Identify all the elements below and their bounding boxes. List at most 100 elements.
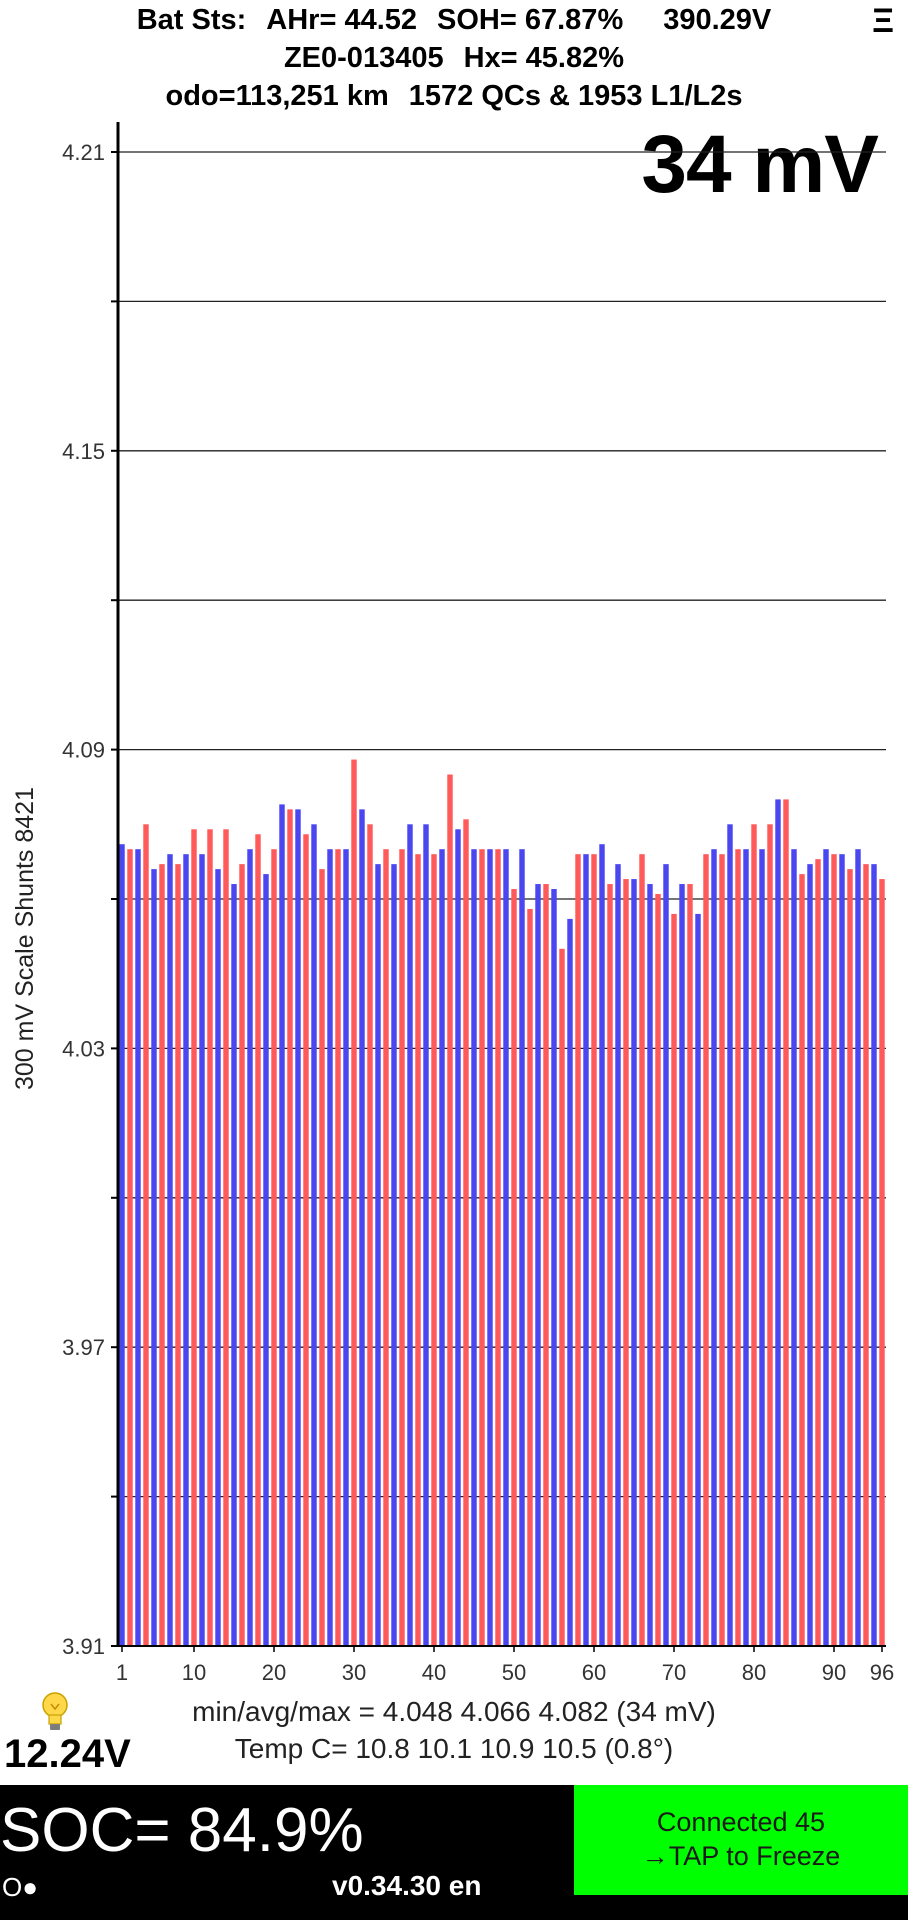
cell-bar bbox=[231, 884, 237, 1646]
cell-bar bbox=[695, 913, 701, 1646]
cell-bar bbox=[327, 849, 333, 1646]
x-tick-label: 96 bbox=[870, 1660, 894, 1685]
cell-bar bbox=[519, 849, 525, 1646]
y-tick-label: 3.91 bbox=[62, 1634, 105, 1659]
cell-bar bbox=[679, 884, 685, 1646]
cell-bar bbox=[487, 849, 493, 1646]
app-version: v0.34.30 en bbox=[332, 1870, 482, 1901]
cell-bar bbox=[783, 799, 789, 1646]
cell-bar bbox=[391, 864, 397, 1646]
cell-bar bbox=[279, 804, 285, 1646]
cell-bar bbox=[751, 824, 757, 1646]
cell-bar bbox=[639, 854, 645, 1646]
y-tick-label: 4.21 bbox=[62, 140, 105, 165]
cell-bar bbox=[575, 854, 581, 1646]
cell-bar bbox=[247, 849, 253, 1646]
cell-bar bbox=[839, 854, 845, 1646]
cell-bar bbox=[463, 819, 469, 1646]
cell-bar bbox=[303, 834, 309, 1646]
x-tick-label: 80 bbox=[742, 1660, 766, 1685]
cell-bar bbox=[343, 849, 349, 1646]
cell-bar bbox=[135, 849, 141, 1646]
cell-bar bbox=[407, 824, 413, 1646]
cell-bar bbox=[743, 849, 749, 1646]
cell-bar bbox=[671, 913, 677, 1646]
cell-bar bbox=[495, 849, 501, 1646]
cell-bar bbox=[735, 849, 741, 1646]
cell-bar bbox=[583, 854, 589, 1646]
cell-bar bbox=[503, 849, 509, 1646]
x-tick-label: 30 bbox=[342, 1660, 366, 1685]
min-avg-max-stats: min/avg/max = 4.048 4.066 4.082 (34 mV) bbox=[192, 1696, 716, 1727]
y-axis-label: 300 mV Scale Shunts 8421 bbox=[11, 787, 39, 1090]
cell-bar bbox=[455, 829, 461, 1646]
temperature-stats: Temp C= 10.8 10.1 10.9 10.5 (0.8°) bbox=[234, 1733, 674, 1764]
battery-status-line: Bat Sts: AHr= 44.52 SOH= 67.87% 390.29V bbox=[0, 4, 908, 37]
cell-bar bbox=[527, 908, 533, 1646]
cell-bar bbox=[151, 869, 157, 1646]
cell-bar bbox=[535, 884, 541, 1646]
cell-bar bbox=[335, 849, 341, 1646]
charge-counts: 1572 QCs & 1953 L1/L2s bbox=[408, 80, 743, 112]
freeze-button[interactable]: Connected 45 →TAP to Freeze bbox=[574, 1785, 908, 1895]
cell-bar bbox=[567, 918, 573, 1646]
y-tick-label: 4.09 bbox=[62, 738, 105, 763]
cell-bar bbox=[543, 884, 549, 1646]
cell-bar bbox=[855, 849, 861, 1646]
cell-bar bbox=[727, 824, 733, 1646]
x-tick-label: 60 bbox=[582, 1660, 606, 1685]
cell-bar bbox=[863, 864, 869, 1646]
x-tick-labels: 1 10 20 30 40 50 60 70 80 90 96 bbox=[116, 1660, 894, 1685]
chart-axes bbox=[111, 122, 886, 1652]
x-tick-label: 70 bbox=[662, 1660, 686, 1685]
cell-voltage-chart: 4.21 4.15 4.09 4.03 3.97 3.91 1 10 20 30 40 50 60 70… bbox=[11, 122, 894, 1685]
cell-bar bbox=[711, 849, 717, 1646]
cell-bar bbox=[719, 854, 725, 1646]
cell-bar bbox=[623, 879, 629, 1646]
cell-bar bbox=[631, 879, 637, 1646]
cell-bar bbox=[239, 864, 245, 1646]
cell-bar bbox=[615, 864, 621, 1646]
cell-bar bbox=[255, 834, 261, 1646]
cell-bar bbox=[143, 824, 149, 1646]
cell-bar bbox=[159, 864, 165, 1646]
soh-value: SOH= 67.87% bbox=[437, 4, 624, 36]
y-tick-label: 4.03 bbox=[62, 1036, 105, 1061]
x-tick-label: 40 bbox=[422, 1660, 446, 1685]
cell-bar bbox=[127, 849, 133, 1646]
menu-icon[interactable]: Ξ bbox=[872, 2, 894, 40]
cell-bar bbox=[415, 854, 421, 1646]
freeze-hint: →TAP to Freeze bbox=[641, 1841, 841, 1871]
cell-bar bbox=[559, 948, 565, 1646]
cell-bar bbox=[263, 874, 269, 1646]
cell-bar bbox=[815, 859, 821, 1646]
cell-bar bbox=[551, 889, 557, 1646]
cell-bar bbox=[207, 829, 213, 1646]
cell-spread-readout: 34 mV bbox=[641, 119, 879, 210]
cell-bar bbox=[423, 824, 429, 1646]
cell-bar bbox=[471, 849, 477, 1646]
cell-bar bbox=[775, 799, 781, 1646]
cell-bar bbox=[271, 849, 277, 1646]
cell-bar bbox=[359, 809, 365, 1646]
cell-bar bbox=[879, 879, 885, 1646]
x-tick-label: 90 bbox=[822, 1660, 846, 1685]
aux-battery-voltage: 12.24V bbox=[4, 1732, 131, 1776]
cell-bar bbox=[215, 869, 221, 1646]
cell-bar bbox=[663, 864, 669, 1646]
cell-bar bbox=[319, 869, 325, 1646]
lightbulb-icon[interactable] bbox=[38, 1690, 72, 1734]
odometer-value: odo=113,251 km bbox=[165, 80, 389, 112]
y-tick-labels: 4.21 4.15 4.09 4.03 3.97 3.91 bbox=[62, 140, 105, 1659]
cell-bar bbox=[703, 854, 709, 1646]
cell-bar bbox=[687, 884, 693, 1646]
cell-bar bbox=[175, 864, 181, 1646]
vin-line: ZE0-013405 Hx= 45.82% bbox=[0, 42, 908, 75]
cell-bar bbox=[167, 854, 173, 1646]
cell-bar bbox=[599, 844, 605, 1646]
x-tick-label: 1 bbox=[116, 1660, 128, 1685]
x-tick-label: 10 bbox=[182, 1660, 206, 1685]
cell-bar bbox=[191, 829, 197, 1646]
cell-bar bbox=[383, 849, 389, 1646]
cell-bar bbox=[831, 854, 837, 1646]
